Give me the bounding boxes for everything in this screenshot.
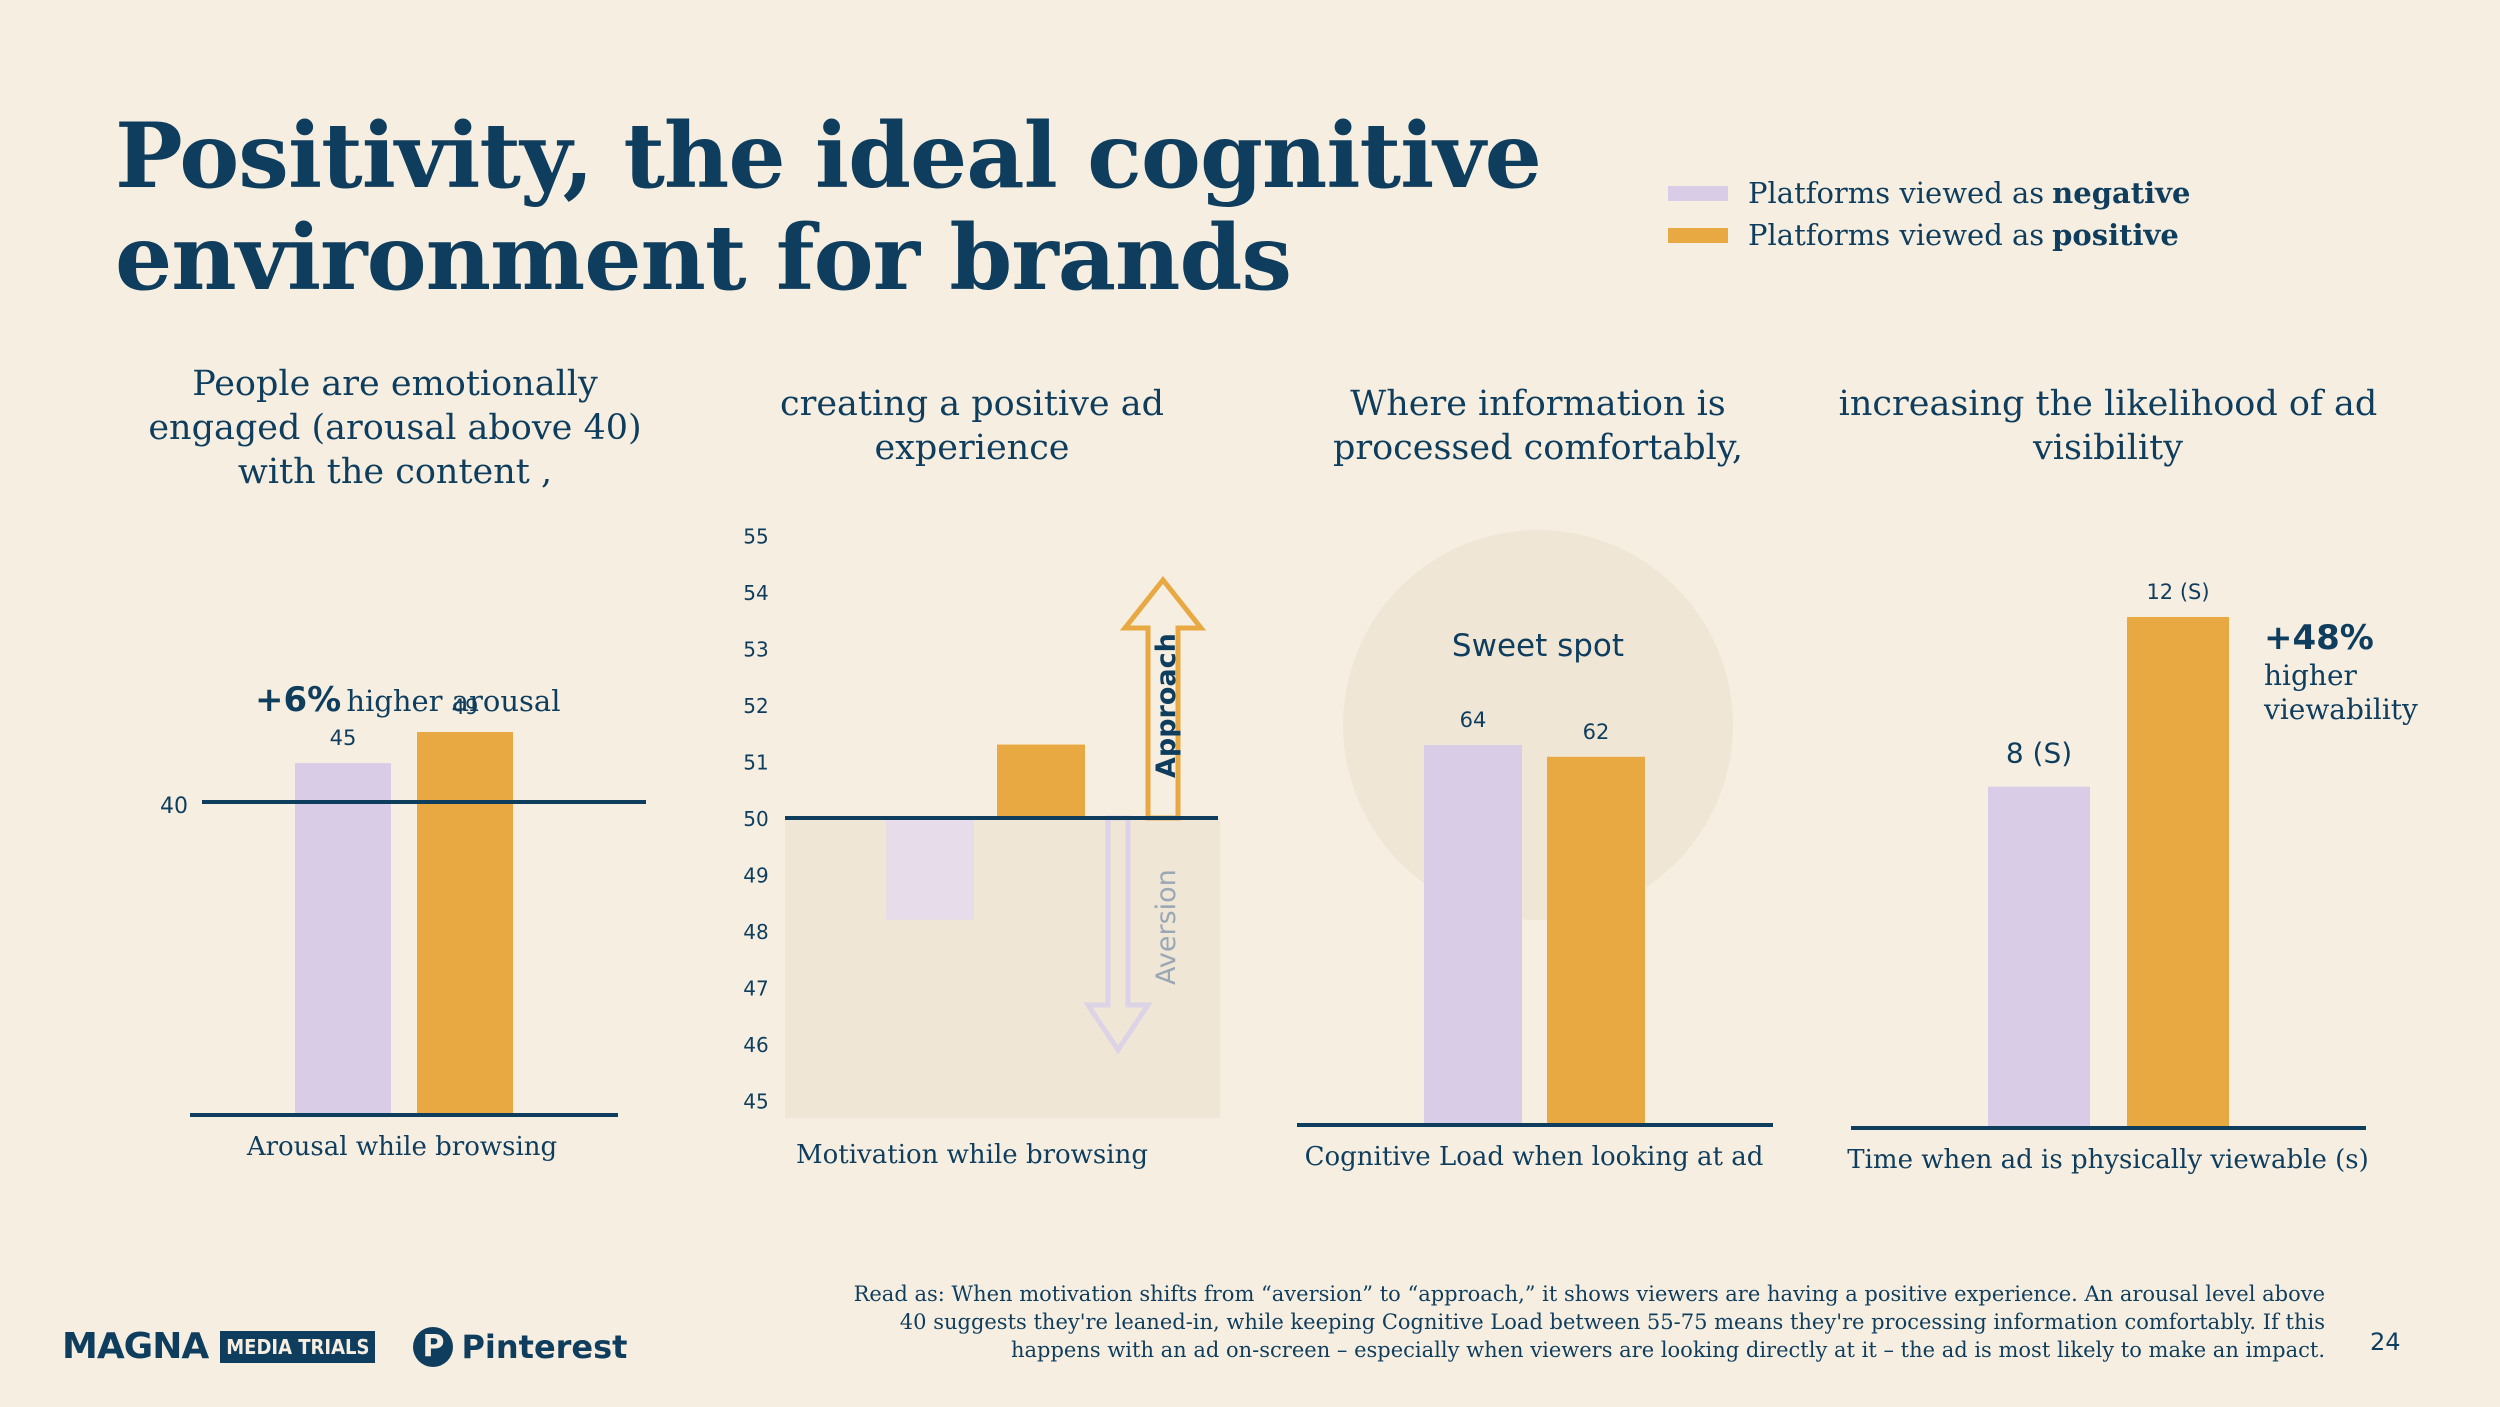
pinterest-icon: P (413, 1326, 454, 1367)
page-number: 24 (2370, 1328, 2401, 1356)
chart1-callout-text: higher arousal (346, 684, 561, 718)
chart2-ytick: 46 (743, 1033, 768, 1057)
legend-swatch-negative (1668, 185, 1728, 201)
footer-logos: MAGNA MEDIA TRIALS P Pinterest (62, 1326, 627, 1367)
read-as-line-1: Read as: When motivation shifts from “av… (853, 1282, 2325, 1306)
pinterest-logo: P Pinterest (413, 1326, 628, 1367)
chart4-callout: +48% higher viewability (2264, 618, 2418, 726)
chart4-bar-positive (2127, 617, 2229, 1126)
chart2-ytick: 54 (743, 581, 768, 605)
chart1-callout-percent: +6% (255, 680, 342, 720)
legend: Platforms viewed as negative Platforms v… (1668, 176, 2190, 252)
aversion-label: Aversion (1151, 869, 1182, 985)
chart4-callout-percent: +48% (2264, 618, 2374, 658)
read-as-line-3: happens with an ad on-screen – especiall… (1010, 1338, 2325, 1362)
chart1-bar-negative (295, 763, 391, 1113)
legend-label-positive-bold: positive (2052, 218, 2179, 252)
chart1-xlabel: Arousal while browsing (246, 1132, 558, 1162)
chart4-callout-line1: higher (2264, 659, 2357, 692)
chart2-xlabel: Motivation while browsing (796, 1140, 1148, 1170)
legend-label-negative: Platforms viewed as (1748, 176, 2045, 210)
sweet-spot-label: Sweet spot (1452, 628, 1624, 664)
chart2-ytick: 49 (743, 864, 768, 888)
panel2-subtitle: creating a positive ad experience (779, 384, 1164, 468)
chart4-label-negative: 8 (S) (2006, 737, 2072, 770)
chart2-ytick: 48 (743, 920, 768, 944)
chart4-xlabel: Time when ad is physically viewable (s) (1847, 1145, 2369, 1175)
chart2-ytick: 47 (743, 977, 768, 1001)
aversion-zone-shade (785, 818, 1220, 1118)
chart3-bar-negative (1424, 745, 1522, 1123)
read-as-note: Read as: When motivation shifts from “av… (525, 1280, 2325, 1364)
chart1-label-positive: 49 (452, 695, 479, 719)
chart4-bar-negative (1988, 786, 2090, 1126)
legend-label-positive: Platforms viewed as (1748, 218, 2045, 252)
title-line-2: environment for brands (115, 205, 1292, 311)
magna-logo: MAGNA (62, 1326, 209, 1367)
chart2-bar-negative (886, 818, 974, 920)
chart3-xlabel: Cognitive Load when looking at ad (1304, 1142, 1764, 1172)
chart2-yaxis: 55 54 53 52 51 50 49 48 47 46 45 (743, 525, 768, 1114)
chart2-ytick: 53 (743, 638, 768, 662)
chart3-label-positive: 62 (1583, 720, 1610, 744)
pinterest-logo-text: Pinterest (461, 1327, 628, 1366)
chart1-callout: +6% higher arousal (255, 680, 561, 720)
title-line-1: Positivity, the ideal cognitive (115, 103, 1542, 209)
approach-arrow-icon (1119, 575, 1207, 821)
aversion-arrow-icon (1083, 815, 1153, 1055)
chart1-bar-positive (417, 732, 513, 1113)
panel4-subtitle: increasing the likelihood of ad visibili… (1838, 384, 2378, 468)
panel3-subtitle: Where information is processed comfortab… (1332, 384, 1744, 468)
chart1-threshold-label: 40 (160, 794, 188, 819)
chart2-ytick: 51 (743, 751, 768, 775)
chart3-bar-positive (1547, 756, 1645, 1123)
panel1-subtitle: People are emotionally engaged (arousal … (148, 364, 642, 492)
legend-item-positive: Platforms viewed as positive (1668, 218, 2190, 252)
legend-label-negative-bold: negative (2052, 176, 2191, 210)
legend-swatch-positive (1668, 227, 1728, 243)
chart2-ytick: 45 (743, 1090, 768, 1114)
chart1-label-negative: 45 (330, 726, 357, 750)
page-title: Positivity, the ideal cognitive environm… (115, 103, 1542, 311)
media-trials-logo: MEDIA TRIALS (220, 1330, 376, 1363)
chart4-label-positive: 12 (S) (2146, 580, 2209, 604)
chart2-ytick: 52 (743, 694, 768, 718)
chart2-bar-positive (997, 744, 1085, 818)
chart2-ytick: 55 (743, 525, 768, 549)
chart2-ytick: 50 (743, 807, 768, 831)
approach-label: Approach (1151, 633, 1182, 778)
read-as-line-2: 40 suggests they're leaned-in, while kee… (899, 1310, 2325, 1334)
chart3-label-negative: 64 (1460, 708, 1487, 732)
sweet-spot-circle (1343, 530, 1733, 920)
chart4-callout-line2: viewability (2264, 693, 2418, 726)
legend-item-negative: Platforms viewed as negative (1668, 176, 2190, 210)
